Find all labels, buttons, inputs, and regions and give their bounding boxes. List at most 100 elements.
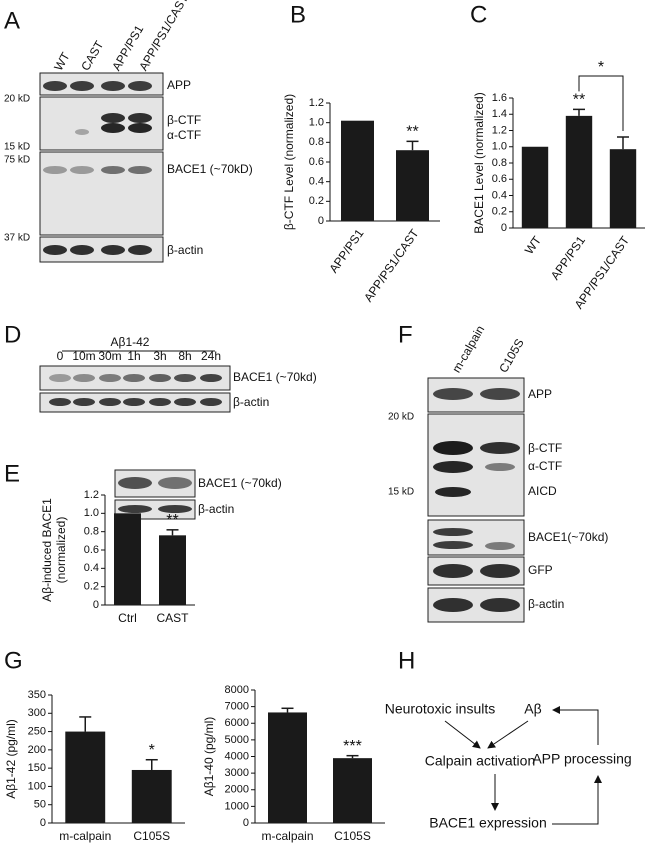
lane-label: C105S	[496, 336, 526, 375]
blot-band	[433, 441, 473, 455]
band-label: β-actin	[528, 597, 564, 611]
blot-band	[200, 374, 222, 382]
bar	[131, 769, 172, 823]
band-label: β-CTF	[528, 441, 562, 455]
band-label: BACE1(~70kd)	[528, 530, 608, 544]
blot-strip	[39, 151, 164, 236]
y-tick-label: 0	[243, 817, 249, 829]
node-label: APP processing	[532, 751, 631, 767]
band-label: GFP	[528, 563, 553, 577]
marker-label: 20 kD	[4, 94, 30, 105]
blot-band	[435, 487, 471, 497]
y-tick-label: 0.2	[309, 195, 324, 207]
lane-label: m-calpain	[449, 323, 487, 375]
blot-band	[174, 398, 196, 406]
lane-label: APP/PS1/CAST	[136, 0, 191, 73]
blot-band	[49, 398, 71, 406]
x-tick-label: APP/PS1	[326, 226, 366, 275]
x-tick-label: CAST	[156, 611, 189, 625]
blot-band	[480, 388, 520, 400]
blot-band	[99, 398, 121, 406]
significance: **	[573, 92, 585, 109]
bar	[65, 731, 106, 823]
significance: *	[149, 742, 155, 759]
marker-label: 37 kD	[4, 233, 30, 244]
band-label: β-CTF	[167, 113, 201, 127]
blot-band	[158, 505, 192, 513]
y-tick-label: 1.0	[84, 507, 99, 519]
blot-band	[149, 374, 171, 382]
node-label: Calpain activation	[425, 753, 536, 769]
blots	[39, 72, 525, 623]
blot-band	[480, 598, 520, 612]
y-tick-label: 250	[28, 725, 46, 737]
bar	[341, 120, 374, 221]
lane-label: 10m	[72, 349, 95, 363]
y-tick-label: 300	[28, 707, 46, 719]
bar	[268, 712, 307, 823]
band-label: APP	[528, 387, 552, 401]
y-axis-label: BACE1 Level (normalized)	[472, 92, 486, 233]
y-tick-label: 0	[40, 817, 46, 829]
y-tick-label: 1.4	[492, 108, 507, 120]
blot-band	[43, 245, 67, 255]
lane-label: 30m	[98, 349, 121, 363]
blot-band	[118, 505, 152, 513]
blot-band	[43, 166, 67, 174]
y-tick-label: 1.2	[309, 97, 324, 109]
y-tick-label: 0.4	[309, 176, 324, 188]
lane-label: 8h	[178, 349, 191, 363]
blot-band	[485, 463, 515, 471]
y-tick-label: 350	[28, 689, 46, 701]
y-tick-label: 4000	[225, 750, 249, 762]
y-tick-label: 200	[28, 744, 46, 756]
blot-band	[75, 129, 89, 135]
blot-band	[49, 374, 71, 382]
y-tick-label: 1.0	[309, 117, 324, 129]
y-tick-label: 150	[28, 762, 46, 774]
marker-label: 75 kD	[4, 155, 30, 166]
y-tick-label: 0.8	[84, 526, 99, 538]
y-tick-label: 6000	[225, 717, 249, 729]
marker-label: 20 kD	[388, 412, 414, 423]
marker-label: 15 kD	[4, 142, 30, 153]
blot-band	[480, 564, 520, 578]
bar	[159, 535, 186, 605]
y-tick-label: 1.0	[492, 141, 507, 153]
y-tick-label: 0.4	[84, 562, 99, 574]
blot-band	[70, 166, 94, 174]
y-axis-label: Aβ-induced BACE1	[40, 498, 54, 602]
blot-band	[433, 461, 473, 473]
lane-label: CAST	[78, 38, 106, 73]
x-tick-label: WT	[522, 233, 545, 257]
blot-band	[158, 477, 192, 489]
lane-label: 0	[57, 349, 64, 363]
panel-letter: G	[4, 647, 23, 674]
y-tick-label: 0.4	[492, 189, 507, 201]
node-label: Neurotoxic insults	[385, 701, 496, 717]
panel-letter: F	[398, 321, 413, 348]
band-label: APP	[167, 78, 191, 92]
blot-band	[480, 442, 520, 454]
y-axis-label: β-CTF Level (normalized)	[282, 94, 296, 230]
y-tick-label: 3000	[225, 767, 249, 779]
blot-band	[70, 245, 94, 255]
blot-band	[128, 113, 152, 123]
band-label: AICD	[528, 484, 557, 498]
y-tick-label: 1.6	[492, 92, 507, 104]
panel-letter: A	[4, 7, 20, 34]
y-axis-label: Aβ1-42 (pg/ml)	[4, 719, 18, 799]
bar	[565, 115, 593, 228]
x-tick-label: m-calpain	[261, 829, 313, 843]
blot-band	[174, 374, 196, 382]
significance: ***	[343, 738, 362, 755]
y-tick-label: 0.8	[309, 136, 324, 148]
y-tick-label: 0.6	[84, 544, 99, 556]
blot-band	[99, 374, 121, 382]
y-tick-label: 50	[34, 799, 46, 811]
blot-band	[433, 541, 473, 549]
blot-band	[149, 398, 171, 406]
node-label: BACE1 expression	[429, 815, 547, 831]
bar	[396, 150, 429, 221]
y-tick-label: 7000	[225, 701, 249, 713]
